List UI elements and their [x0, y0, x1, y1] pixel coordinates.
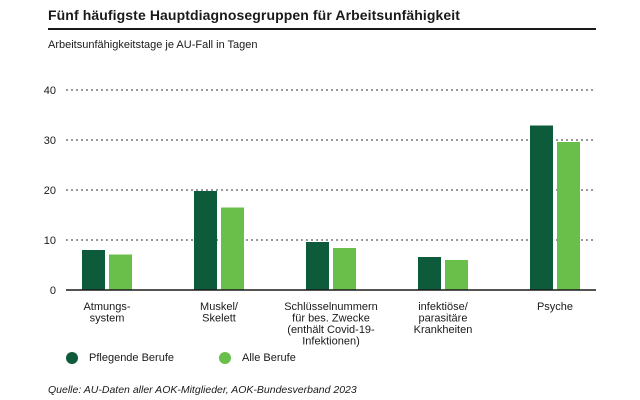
x-tick-label: Muskel/ — [200, 301, 239, 313]
legend-swatch-dark — [66, 352, 78, 364]
bar-pflegende-berufe — [530, 125, 553, 290]
bar-pflegende-berufe — [418, 257, 441, 290]
chart-title: Fünf häufigste Hauptdiagnosegruppen für … — [48, 7, 461, 23]
x-tick-label: Schlüsselnummern — [284, 301, 378, 313]
x-tick-label: Krankheiten — [414, 324, 473, 336]
x-tick-label: Infektionen) — [302, 336, 359, 348]
x-tick-label: parasitäre — [419, 313, 468, 325]
x-tick-label: infektiöse/ — [418, 301, 468, 313]
legend-item-alle-berufe: Alle Berufe — [219, 352, 296, 364]
bar-pflegende-berufe — [194, 191, 217, 290]
y-axis-label: Arbeitsunfähigkeitstage je AU-Fall in Ta… — [48, 39, 258, 51]
y-tick-label: 10 — [44, 235, 56, 247]
bar-alle-berufe — [557, 142, 580, 290]
y-tick-label: 20 — [44, 185, 56, 197]
x-tick-label: system — [90, 313, 125, 325]
source-note: Quelle: AU-Daten aller AOK-Mitglieder, A… — [48, 384, 357, 396]
bar-pflegende-berufe — [82, 250, 105, 290]
y-tick-label: 30 — [44, 135, 56, 147]
x-tick-label: für bes. Zwecke — [292, 313, 370, 325]
x-tick-label: Skelett — [202, 313, 236, 325]
x-tick-label: Atmungs- — [83, 301, 130, 313]
bar-pflegende-berufe — [306, 242, 329, 290]
bar-alle-berufe — [333, 248, 356, 290]
y-tick-label: 0 — [50, 285, 56, 297]
bar-alle-berufe — [445, 260, 468, 290]
bar-alle-berufe — [109, 254, 132, 290]
legend-item-pflegende-berufe: Pflegende Berufe — [66, 352, 174, 364]
legend-swatch-light — [219, 352, 231, 364]
title-divider — [48, 28, 596, 30]
bar-alle-berufe — [221, 207, 244, 290]
y-tick-label: 40 — [44, 85, 56, 97]
x-tick-label: (enthält Covid-19- — [287, 324, 375, 336]
legend-label: Pflegende Berufe — [89, 352, 175, 364]
legend-label: Alle Berufe — [242, 352, 296, 364]
x-tick-label: Psyche — [537, 301, 573, 313]
